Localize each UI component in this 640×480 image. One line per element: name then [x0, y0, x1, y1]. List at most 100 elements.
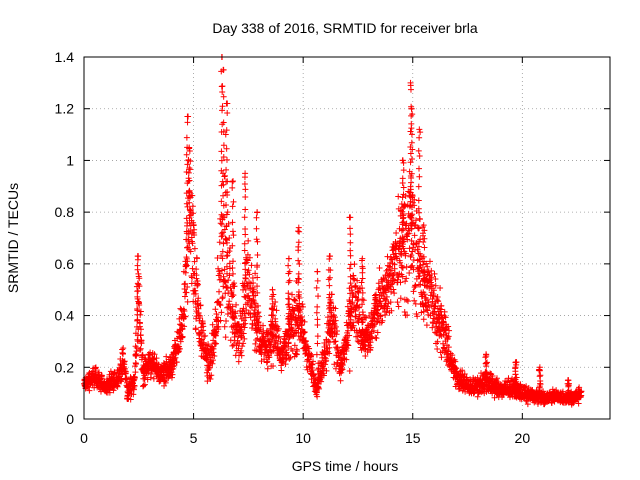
data-point [332, 305, 339, 312]
data-point [410, 288, 417, 295]
data-point [575, 400, 582, 407]
data-point [134, 293, 141, 300]
data-point [250, 286, 257, 293]
data-point [301, 329, 308, 336]
data-point [269, 295, 276, 302]
data-point [251, 299, 258, 306]
data-point [242, 186, 249, 193]
data-point [347, 320, 354, 327]
data-point [332, 338, 339, 345]
data-point [170, 365, 177, 372]
data-points [81, 54, 585, 408]
data-point [241, 324, 248, 331]
data-point [195, 310, 202, 317]
data-point [189, 274, 196, 281]
data-point [228, 288, 235, 295]
data-point [438, 302, 445, 309]
data-point [474, 393, 481, 400]
data-point [245, 267, 252, 274]
data-point [415, 165, 422, 172]
data-point [191, 231, 198, 238]
data-point [182, 313, 189, 320]
data-point [242, 206, 249, 213]
data-point [420, 316, 427, 323]
data-point [242, 226, 249, 233]
data-point [263, 359, 270, 366]
data-point [399, 241, 406, 248]
data-point [229, 291, 236, 298]
data-point [383, 293, 390, 300]
data-point [399, 175, 406, 182]
data-point [415, 205, 422, 212]
data-point [224, 189, 231, 196]
data-point [223, 202, 230, 209]
data-point [344, 303, 351, 310]
data-point [398, 227, 405, 234]
data-point [323, 357, 330, 364]
data-point [407, 159, 414, 166]
data-point [226, 260, 233, 267]
data-point [430, 320, 437, 327]
data-point [391, 265, 398, 272]
data-point [260, 322, 267, 329]
data-point [91, 370, 98, 377]
data-point [432, 282, 439, 289]
data-point [186, 206, 193, 213]
data-point [409, 146, 416, 153]
data-point [314, 393, 321, 400]
data-point [438, 354, 445, 361]
data-point [221, 323, 228, 330]
data-point [314, 303, 321, 310]
data-point [230, 178, 237, 185]
data-point [209, 321, 216, 328]
data-point [179, 333, 186, 340]
data-point [208, 372, 215, 379]
y-tick-label: 1.2 [55, 101, 75, 117]
data-point [426, 258, 433, 265]
data-point [241, 310, 248, 317]
data-point [219, 170, 226, 177]
data-point [268, 305, 275, 312]
data-point [314, 340, 321, 347]
data-point [224, 110, 231, 117]
data-point [482, 368, 489, 375]
data-point [326, 302, 333, 309]
data-point [301, 318, 308, 325]
data-point [147, 349, 154, 356]
data-point [229, 270, 236, 277]
data-point [242, 194, 249, 201]
data-point [285, 262, 292, 269]
data-point [537, 390, 544, 397]
data-point [238, 352, 245, 359]
data-point [391, 290, 398, 297]
data-point [445, 333, 452, 340]
data-point [409, 111, 416, 118]
data-point [242, 259, 249, 266]
data-point [192, 325, 199, 332]
data-point [302, 337, 309, 344]
data-point [186, 164, 193, 171]
data-point [373, 318, 380, 325]
data-point [127, 396, 134, 403]
data-point [145, 369, 152, 376]
data-point [335, 353, 342, 360]
data-point [382, 311, 389, 318]
data-point [442, 330, 449, 337]
data-point [223, 263, 230, 270]
data-point [446, 327, 453, 334]
data-point [122, 368, 129, 375]
data-point [358, 279, 365, 286]
data-point [120, 345, 127, 352]
data-point [416, 225, 423, 232]
data-point [137, 326, 144, 333]
data-point [219, 212, 226, 219]
data-point [421, 227, 428, 234]
data-point [536, 384, 543, 391]
data-point [134, 311, 141, 318]
data-point [409, 191, 416, 198]
data-point [251, 300, 258, 307]
data-point [309, 361, 316, 368]
data-point [222, 279, 229, 286]
data-point [442, 314, 449, 321]
